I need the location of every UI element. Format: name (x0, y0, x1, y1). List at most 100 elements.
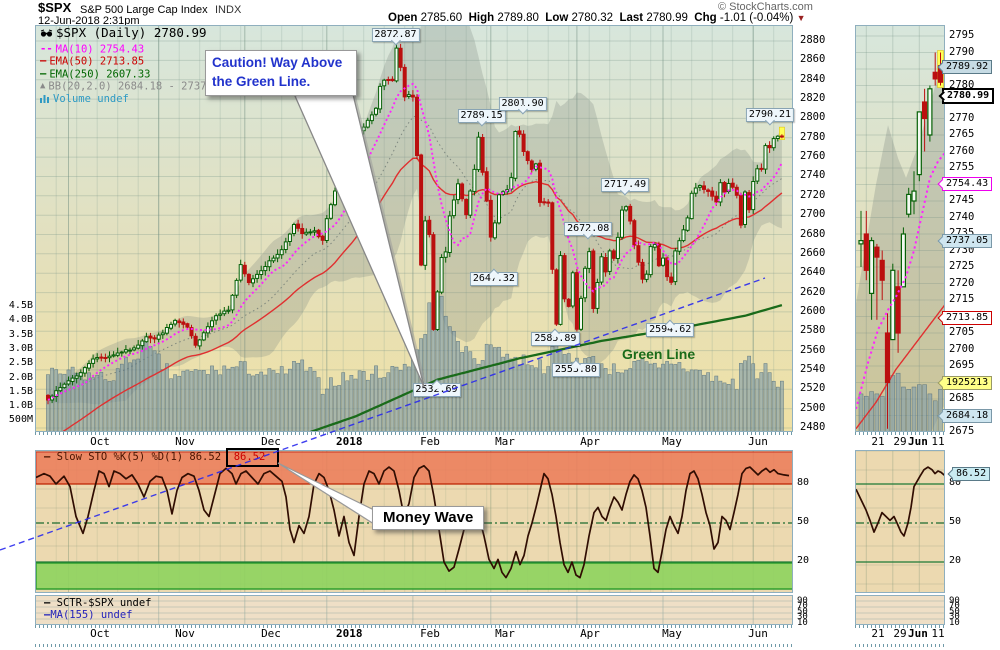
price-label-2585.89: 2585.89 (531, 328, 580, 346)
month-label-Apr-0: Apr (580, 435, 600, 448)
mini-axis-tick-2790: 2790 (949, 45, 975, 58)
mini-stoch-tick-20: 20 (949, 555, 962, 566)
axis-chip-2789.92: 2789.92 (937, 60, 993, 74)
legend-text-3: EMA(250) 2607.33 (49, 68, 151, 80)
zoom-sctr-panel (855, 595, 945, 625)
mini-date-label-Jun-0: Jun (908, 435, 928, 448)
bars-icon (40, 95, 49, 103)
volume-axis-tick-6: 1.5B (8, 385, 33, 397)
stochastic-legend-text: Slow STO %K(5) %D(1) 86.52 (56, 451, 222, 463)
axis-chip-1925213: 1925213 (937, 376, 993, 390)
price-label-2872.87: 2872.87 (371, 27, 420, 46)
mini-date-label-29-0: 29 (893, 435, 907, 448)
mini-axis-tick-2760: 2760 (949, 144, 975, 157)
chg-label: Chg (694, 12, 717, 24)
axis-chip-2713.85: 2713.85 (937, 311, 993, 325)
sctr-tick-50: 50 (797, 606, 808, 617)
month-label-Nov-1: Nov (175, 627, 195, 640)
month-label-Dec-1: Dec (261, 627, 281, 640)
money-wave-text: Money Wave (383, 509, 474, 526)
change-down-icon: ▼ (796, 13, 806, 23)
mini-axis-tick-2685: 2685 (949, 392, 975, 404)
copyright: © StockCharts.com (718, 1, 813, 13)
main-axis-tick-2660: 2660 (800, 246, 826, 259)
price-label-2717.49: 2717.49 (601, 178, 650, 196)
caution-callout: Caution! Way Above the Green Line. (205, 50, 357, 96)
sctr-tick-10: 10 (797, 617, 808, 628)
volume-axis-tick-7: 1.0B (8, 400, 33, 412)
exchange-label: INDX (215, 4, 242, 16)
mini-date-label-11-1: 11 (931, 627, 945, 640)
axis-chip-2780.99: 2780.99 (938, 88, 995, 104)
volume-axis-tick-8: 500M (8, 414, 33, 426)
month-label-Oct-1: Oct (90, 627, 110, 640)
stoch-tick-20: 20 (797, 555, 810, 566)
mini-axis-tick-2780: 2780 (949, 78, 975, 91)
legend-text-2: EMA(50) 2713.85 (49, 55, 145, 68)
volume-axis-tick-4: 2.5B (8, 357, 33, 369)
main-axis-tick-2620: 2620 (800, 285, 826, 298)
mini-date-label-29-1: 29 (893, 627, 907, 640)
chg-value: -1.01 (-0.04%) (719, 12, 794, 24)
axis-chip-2684.18: 2684.18 (937, 409, 993, 423)
tick-strip-mini-bottom (855, 625, 945, 628)
mini-axis-tick-2705: 2705 (949, 326, 975, 338)
volume-axis-tick-2: 3.5B (8, 328, 33, 340)
axis-chip-2754.43: 2754.43 (937, 177, 993, 191)
mini-axis-tick-2720: 2720 (949, 276, 975, 289)
price-label-2594.62: 2594.62 (646, 319, 695, 338)
mini-sctr-tick-90: 90 (949, 596, 960, 606)
main-axis-tick-2640: 2640 (800, 266, 826, 279)
month-label-Mar-0: Mar (495, 435, 515, 448)
volume-axis-tick-0: 4.5B (8, 300, 33, 311)
legend-text-4: BB(20,2.0) 2684.18 - 2737.05 - 2789.92 (48, 80, 289, 93)
month-label-Jun-0: Jun (748, 435, 768, 448)
mini-axis-tick-2770: 2770 (949, 111, 975, 124)
mini-axis-tick-2755: 2755 (949, 161, 975, 173)
legend-row-2: — EMA(50) 2713.85 (40, 56, 144, 68)
stoch-tick-50: 50 (797, 516, 810, 527)
mini-sctr-tick-70: 70 (949, 601, 960, 612)
low-value: 2780.32 (571, 12, 614, 24)
sctr-legend-1: — SCTR-$SPX undef (44, 597, 152, 609)
mini-axis-tick-2740: 2740 (949, 210, 975, 223)
open-label: Open (388, 12, 418, 24)
mini-axis-tick-2715: 2715 (949, 293, 975, 305)
mini-sctr-tick-30: 30 (949, 612, 960, 623)
mini-axis-tick-2745: 2745 (949, 194, 975, 206)
main-axis-tick-2700: 2700 (800, 208, 826, 221)
sctr-legend-text: SCTR-$SPX undef (56, 597, 152, 609)
main-axis-tick-2540: 2540 (800, 362, 826, 375)
main-axis-tick-2480: 2480 (800, 421, 826, 433)
main-axis-tick-2600: 2600 (800, 304, 826, 317)
stoch-tick-80: 80 (797, 477, 810, 488)
band-icon: ▲ (40, 81, 46, 91)
main-axis-tick-2760: 2760 (800, 150, 826, 163)
tick-strip-main-bottom (35, 625, 793, 628)
price-label-2801.90: 2801.90 (498, 96, 547, 114)
sctr-tick-70: 70 (797, 601, 808, 612)
main-axis-tick-2740: 2740 (800, 169, 826, 182)
main-axis-tick-2780: 2780 (800, 130, 826, 143)
low-label: Low (545, 12, 569, 24)
mini-stoch-tick-80: 80 (949, 477, 962, 488)
solid-line-icon: — (40, 67, 47, 80)
main-axis-tick-2520: 2520 (800, 382, 826, 395)
mini-axis-tick-2765: 2765 (949, 128, 975, 140)
legend-row-0: $SPX (Daily) 2780.99 (40, 26, 207, 39)
tick-strip-main-top (35, 432, 793, 435)
month-label-Nov-0: Nov (175, 435, 195, 448)
symbol-name: S&P 500 Large Cap Index (80, 4, 208, 16)
sctr-tick-30: 30 (797, 612, 808, 623)
month-label-Mar-1: Mar (495, 627, 515, 640)
zoom-price-chart (855, 25, 945, 432)
last-label: Last (619, 12, 644, 24)
main-axis-tick-2680: 2680 (800, 227, 826, 240)
month-label-May-1: May (662, 627, 682, 640)
symbol-icon (40, 29, 53, 37)
legend-row-5: Volume undef (40, 93, 129, 105)
main-axis-tick-2820: 2820 (800, 92, 826, 105)
last-value: 2780.99 (646, 12, 688, 24)
month-label-2018-1: 2018 (336, 627, 363, 640)
